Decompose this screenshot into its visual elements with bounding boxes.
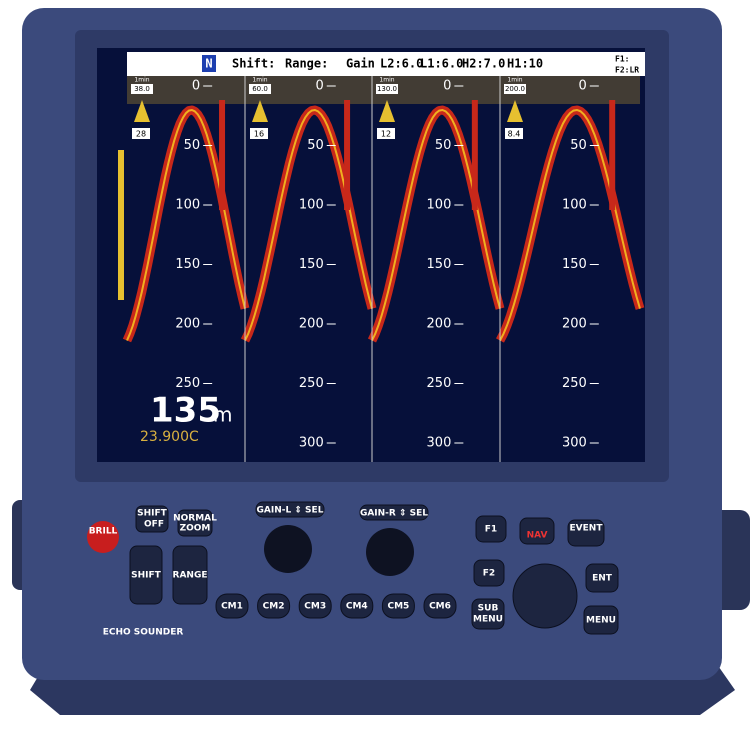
event-label: EVENT — [570, 524, 604, 534]
range-value: 130.0 — [377, 85, 397, 93]
gain-value: 8.4 — [508, 130, 521, 139]
sub-menu-label: MENU — [473, 615, 503, 625]
f1-label: F1: — [615, 55, 629, 64]
range-label: Range: — [285, 57, 328, 71]
depth-label: 150 — [175, 257, 200, 272]
f2-key-label: F2 — [483, 569, 495, 579]
color-scale — [118, 150, 124, 300]
shift-off-label: OFF — [144, 520, 164, 530]
depth-label: 250 — [175, 376, 200, 391]
gain-h1: H1:10 — [507, 57, 543, 71]
depth-label: 200 — [427, 317, 452, 332]
time-label: 1min — [134, 77, 149, 84]
nav-label: NAV — [527, 531, 548, 541]
cm-label: CM5 — [387, 602, 409, 612]
range-value: 200.0 — [505, 85, 525, 93]
brill-label: BRILL — [89, 527, 118, 537]
depth-label: 250 — [299, 376, 324, 391]
depth-label: 150 — [562, 257, 587, 272]
depth-label: 250 — [562, 376, 587, 391]
depth-label: 50 — [435, 138, 452, 153]
time-label: 1min — [252, 77, 267, 84]
dpad[interactable] — [513, 564, 577, 628]
gain-l2: L2:6.0 — [380, 57, 423, 71]
gain-r-label: GAIN-R ⇕ SEL — [360, 509, 428, 519]
depth-label: 100 — [299, 198, 324, 213]
depth-label: 300 — [299, 436, 324, 451]
depth-label: 100 — [562, 198, 587, 213]
depth-label: 150 — [299, 257, 324, 272]
f2-label: F2:LR — [615, 66, 639, 75]
cm-label: CM4 — [346, 602, 368, 612]
depth-label: 200 — [562, 317, 587, 332]
depth-label: 200 — [299, 317, 324, 332]
cm-label: CM1 — [221, 602, 243, 612]
depth-label: 150 — [427, 257, 452, 272]
depth-unit: m — [213, 403, 232, 427]
temperature: 23.900C — [140, 429, 199, 445]
shift-label: Shift: — [232, 57, 275, 71]
gain-value: 16 — [254, 130, 264, 139]
brand: ECHO SOUNDER — [103, 628, 184, 638]
fish-column — [609, 100, 615, 210]
depth-label: 50 — [307, 138, 324, 153]
depth-label: 300 — [562, 436, 587, 451]
range-key-label: RANGE — [173, 571, 208, 581]
zoom-label: ZOOM — [180, 524, 211, 534]
cm-label: CM3 — [304, 602, 326, 612]
cm-label: CM2 — [263, 602, 285, 612]
sub-label: SUB — [478, 604, 499, 614]
fish-column — [219, 100, 225, 210]
depth-label: 50 — [184, 138, 201, 153]
depth-label: 300 — [427, 436, 452, 451]
depth-label: 0 — [443, 79, 451, 94]
gain-l-label: GAIN-L ⇕ SEL — [257, 506, 324, 516]
f1-key-label: F1 — [485, 525, 497, 535]
fish-column — [344, 100, 350, 210]
gain-h2: H2:7.0 — [462, 57, 505, 71]
gain-label: Gain — [346, 57, 375, 71]
shift-off-label: SHIFT — [137, 509, 168, 519]
depth-label: 50 — [570, 138, 587, 153]
depth-label: 250 — [427, 376, 452, 391]
gain-l1: L1:6.0 — [420, 57, 463, 71]
depth-label: 0 — [579, 79, 587, 94]
range-value: 38.0 — [134, 85, 150, 93]
gain-r-knob[interactable] — [366, 528, 414, 576]
time-label: 1min — [507, 77, 522, 84]
depth-label: 0 — [192, 79, 200, 94]
fish-column — [472, 100, 478, 210]
depth-label: 100 — [427, 198, 452, 213]
shift-key-label: SHIFT — [131, 571, 162, 581]
menu-label: MENU — [586, 616, 616, 626]
range-value: 60.0 — [252, 85, 268, 93]
ent-label: ENT — [592, 574, 613, 584]
depth-label: 200 — [175, 317, 200, 332]
gain-l-knob[interactable] — [264, 525, 312, 573]
gain-value: 12 — [381, 130, 391, 139]
north: N — [205, 57, 212, 71]
depth-label: 0 — [315, 79, 323, 94]
depth-label: 100 — [175, 198, 200, 213]
echo-sounder: 1min38.0280501001502002501min60.01605010… — [0, 0, 753, 735]
normal-label: NORMAL — [173, 514, 217, 524]
depth-readout: 135 — [150, 391, 221, 431]
cm-label: CM6 — [429, 602, 451, 612]
time-label: 1min — [379, 77, 394, 84]
gain-value: 28 — [136, 130, 146, 139]
